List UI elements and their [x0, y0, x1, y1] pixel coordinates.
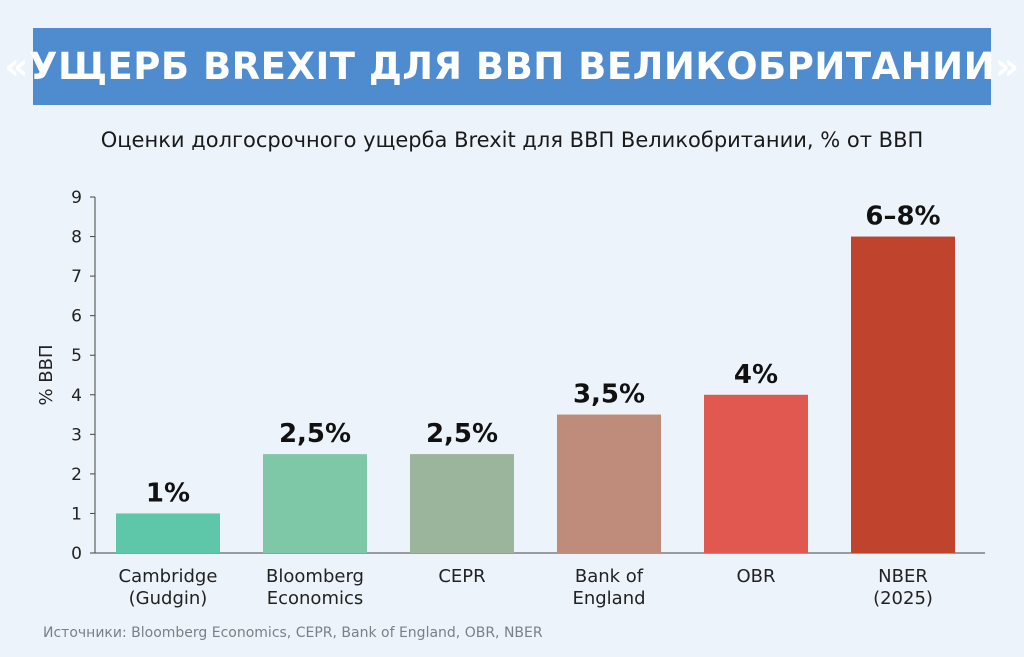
x-tick-label: (Gudgin): [129, 588, 208, 609]
chart-subtitle: Оценки долгосрочного ущерба Brexit для В…: [100, 128, 924, 152]
x-tick-label: CEPR: [438, 566, 485, 587]
bar: [704, 394, 808, 553]
page-title: «УЩЕРБ BREXIT ДЛЯ ВВП ВЕЛИКОБРИТАНИИ»: [4, 45, 1020, 88]
y-tick-label: 5: [71, 346, 82, 366]
data-label: 4%: [734, 360, 778, 390]
bar: [410, 454, 514, 553]
x-tick-label: NBER: [878, 566, 928, 587]
data-label: 2,5%: [279, 419, 351, 449]
data-label: 6–8%: [865, 202, 940, 232]
y-axis-label: % ВВП: [36, 344, 57, 405]
x-tick-label: (2025): [873, 588, 933, 609]
y-tick-label: 3: [71, 425, 82, 445]
bar: [263, 454, 367, 553]
y-tick-label: 0: [71, 544, 82, 564]
x-tick-label: Bloomberg: [266, 566, 364, 587]
x-tick-label: Cambridge: [119, 566, 218, 587]
y-tick-label: 8: [71, 228, 82, 248]
x-tick-label: Bank of: [575, 566, 644, 587]
y-tick-label: 2: [71, 465, 82, 485]
bar: [116, 513, 220, 553]
y-tick-label: 4: [71, 386, 82, 406]
bar: [851, 236, 955, 554]
data-label: 2,5%: [426, 419, 498, 449]
y-tick-label: 7: [71, 267, 82, 287]
x-tick-label: Economics: [267, 588, 364, 609]
title-banner: «УЩЕРБ BREXIT ДЛЯ ВВП ВЕЛИКОБРИТАНИИ»: [5, 28, 1019, 105]
y-tick-label: 1: [71, 504, 82, 524]
data-label: 1%: [146, 478, 190, 508]
bar: [557, 414, 661, 553]
source-note: Источники: Bloomberg Economics, CEPR, Ba…: [43, 625, 543, 641]
y-tick-label: 6: [71, 307, 82, 327]
x-tick-label: England: [572, 588, 645, 609]
y-tick-label: 9: [71, 188, 82, 208]
data-label: 3,5%: [573, 380, 645, 410]
x-tick-label: OBR: [736, 566, 775, 587]
